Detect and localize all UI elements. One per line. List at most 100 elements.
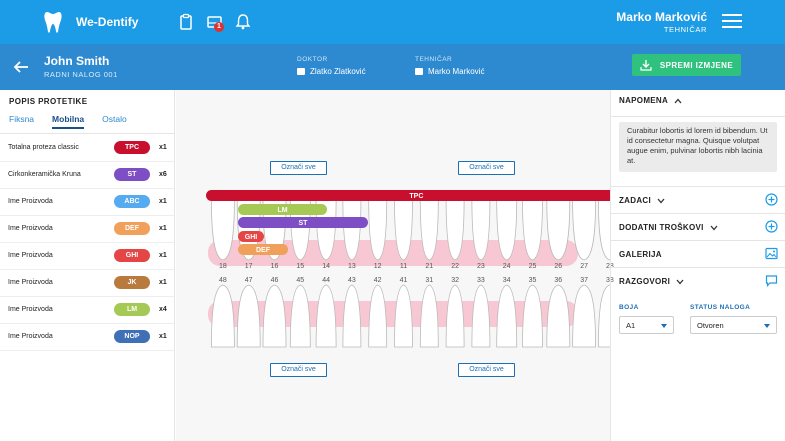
caret-down-icon — [764, 324, 770, 328]
upper-tooth[interactable] — [471, 199, 491, 261]
mark-all-upper-left-button[interactable]: Označi sve — [458, 161, 515, 175]
tooth-number: 33 — [476, 277, 485, 284]
product-quantity: x1 — [159, 144, 167, 151]
lower-tooth[interactable] — [471, 284, 491, 348]
technician-label: TEHNIČAR — [415, 56, 453, 63]
lower-tooth[interactable] — [419, 284, 439, 348]
mark-all-lower-right-button[interactable]: Označi sve — [270, 363, 327, 377]
lower-tooth[interactable] — [315, 284, 337, 348]
tooth-number: 22 — [451, 263, 459, 270]
image-icon[interactable] — [765, 247, 778, 260]
lower-tooth[interactable] — [445, 284, 465, 348]
product-code-badge[interactable]: DEF — [114, 222, 150, 235]
notification-badge: 1 — [214, 22, 224, 32]
product-code-badge[interactable]: LM — [114, 303, 150, 316]
tab-fiksna[interactable]: Fiksna — [9, 114, 35, 124]
lower-tooth[interactable] — [342, 284, 362, 348]
lower-tooth[interactable] — [289, 284, 311, 348]
lower-tooth[interactable] — [262, 284, 287, 348]
product-name: Ime Proizvoda — [8, 279, 53, 286]
product-row[interactable]: Ime Proizvoda ABC x1 — [0, 189, 174, 216]
prosthetic-bar[interactable] — [238, 244, 288, 255]
tooth-number: 27 — [580, 263, 588, 270]
color-label: BOJA — [619, 304, 639, 311]
upper-tooth[interactable] — [368, 199, 388, 261]
clipboard-icon[interactable] — [177, 13, 195, 31]
upper-tooth[interactable] — [572, 199, 597, 261]
app-name: We-Dentify — [76, 15, 139, 29]
product-row[interactable]: Ime Proizvoda NOP x1 — [0, 324, 174, 351]
lower-tooth[interactable] — [368, 284, 388, 348]
back-arrow-icon[interactable] — [12, 58, 30, 76]
tooth-number: 14 — [322, 263, 330, 270]
tooth-number: 48 — [218, 277, 227, 284]
product-code-badge[interactable]: JK — [114, 276, 150, 289]
product-row[interactable]: Totalna proteza classic TPC x1 — [0, 135, 174, 162]
product-row[interactable]: Ime Proizvoda JK x1 — [0, 270, 174, 297]
mark-all-upper-right-button[interactable]: Označi sve — [270, 161, 327, 175]
extra-costs-section[interactable]: DODATNI TROŠKOVI — [611, 213, 785, 240]
product-name: Cirkonkeramička Kruna — [8, 171, 81, 178]
tasks-section[interactable]: ZADACI — [611, 186, 785, 213]
product-code-badge[interactable]: TPC — [114, 141, 150, 154]
tooth-number: 34 — [502, 277, 511, 284]
upper-tooth[interactable] — [597, 199, 610, 261]
upper-tooth[interactable] — [546, 199, 571, 261]
tab-ostalo[interactable]: Ostalo — [102, 114, 127, 124]
product-row[interactable]: Ime Proizvoda LM x4 — [0, 297, 174, 324]
lower-tooth[interactable] — [210, 284, 235, 348]
technician-value: Marko Marković — [415, 67, 484, 76]
tooth-number: 42 — [373, 277, 382, 284]
mark-all-lower-left-button[interactable]: Označi sve — [458, 363, 515, 377]
upper-tooth[interactable] — [210, 199, 235, 261]
lower-tooth[interactable] — [522, 284, 543, 348]
prosthetic-bar-label: LM — [277, 207, 287, 214]
bell-icon[interactable] — [234, 13, 252, 31]
prosthetic-bar[interactable] — [238, 217, 368, 228]
teeth-diagram[interactable]: TPC LM ST GHI DEF — [176, 90, 610, 441]
upper-tooth[interactable] — [445, 199, 465, 261]
product-code-badge[interactable]: ABC — [114, 195, 150, 208]
lower-tooth[interactable] — [546, 284, 571, 348]
prosthetic-bar[interactable] — [206, 190, 610, 201]
product-row[interactable]: Ime Proizvoda GHI x1 — [0, 243, 174, 270]
add-icon[interactable] — [765, 193, 778, 206]
tooth-logo-icon[interactable] — [44, 11, 62, 33]
hamburger-menu-icon[interactable] — [722, 14, 742, 30]
prosthetic-bar[interactable] — [238, 204, 327, 215]
product-code-badge[interactable]: GHI — [114, 249, 150, 262]
tooth-number: 11 — [399, 263, 408, 270]
upper-tooth[interactable] — [419, 199, 439, 261]
prosthetic-bar-label: GHI — [245, 234, 258, 241]
upper-tooth[interactable] — [496, 199, 518, 261]
status-select[interactable]: Otvoren — [690, 316, 777, 334]
product-quantity: x1 — [159, 225, 167, 232]
doctor-value: Zlatko Zlatković — [297, 67, 366, 76]
prosthetics-panel: POPIS PROTETIKE Fiksna Mobilna Ostalo To… — [0, 90, 175, 441]
upper-tooth[interactable] — [522, 199, 543, 261]
lower-tooth[interactable] — [597, 284, 610, 348]
chat-icon[interactable] — [765, 274, 778, 287]
order-header: John Smith RADNI NALOG 001 DOKTOR Zlatko… — [0, 44, 785, 90]
product-quantity: x1 — [159, 333, 167, 340]
color-select[interactable]: A1 — [619, 316, 674, 334]
lower-tooth[interactable] — [394, 284, 413, 348]
save-changes-button[interactable]: SPREMI IZMJENE — [632, 54, 741, 76]
tooth-number: 21 — [425, 263, 434, 270]
prosthetic-bar[interactable] — [238, 231, 264, 242]
note-header[interactable]: NAPOMENA — [619, 96, 682, 105]
conversations-section[interactable]: RAZGOVORI — [611, 267, 785, 294]
product-quantity: x1 — [159, 279, 167, 286]
tab-mobilna[interactable]: Mobilna — [52, 114, 85, 129]
product-code-badge[interactable]: NOP — [114, 330, 150, 343]
gallery-section[interactable]: GALERIJA — [611, 240, 785, 267]
lower-tooth[interactable] — [236, 284, 261, 348]
lower-tooth[interactable] — [496, 284, 518, 348]
product-code-badge[interactable]: ST — [114, 168, 150, 181]
chevron-up-icon — [674, 98, 682, 103]
add-icon[interactable] — [765, 220, 778, 233]
product-row[interactable]: Ime Proizvoda DEF x1 — [0, 216, 174, 243]
upper-tooth[interactable] — [394, 199, 413, 261]
product-row[interactable]: Cirkonkeramička Kruna ST x6 — [0, 162, 174, 189]
lower-tooth[interactable] — [572, 284, 597, 348]
